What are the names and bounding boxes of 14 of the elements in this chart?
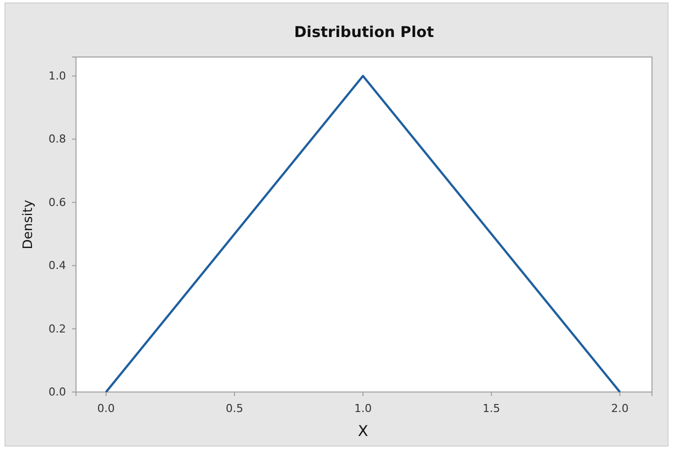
y-tick-label: 0.8 — [48, 132, 66, 146]
y-tick-label: 0.4 — [48, 259, 66, 272]
y-tick-label: 0.2 — [48, 322, 66, 336]
chart-title: Distribution Plot — [294, 23, 434, 41]
y-axis-title: Density — [21, 199, 36, 250]
x-tick-label: 2.0 — [611, 402, 629, 415]
y-tick-label: 1.0 — [48, 69, 66, 82]
x-tick-label: 1.5 — [482, 402, 500, 415]
x-tick-label: 0.0 — [97, 402, 115, 415]
y-tick-label: 0.0 — [48, 386, 66, 399]
x-axis-title: X — [358, 422, 368, 440]
y-tick-label: 0.6 — [48, 196, 66, 209]
x-tick-label: 1.0 — [354, 402, 372, 415]
x-tick-label: 0.5 — [226, 402, 244, 415]
